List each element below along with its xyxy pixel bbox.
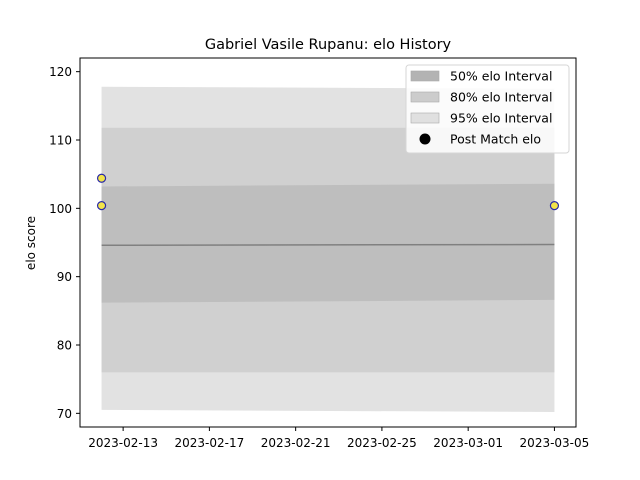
x-tick-label: 2023-02-25 <box>347 436 417 450</box>
plot-frame <box>79 57 577 428</box>
interval-band-2 <box>101 183 555 303</box>
interval-bands <box>101 86 555 412</box>
y-tick-label: 90 <box>57 270 72 284</box>
legend-label: 80% elo Interval <box>450 90 552 105</box>
x-tick-label: 2023-03-05 <box>520 436 590 450</box>
legend-label: 95% elo Interval <box>450 111 552 126</box>
mean-line-layer <box>101 243 555 246</box>
post-match-points <box>96 173 560 211</box>
chart-title: Gabriel Vasile Rupanu: elo History <box>205 37 452 53</box>
x-tick-label: 2023-02-21 <box>261 436 331 450</box>
x-tick-label: 2023-02-13 <box>88 436 158 450</box>
legend-label: 50% elo Interval <box>450 69 552 84</box>
x-tick-label: 2023-02-17 <box>175 436 245 450</box>
legend-box <box>405 64 570 154</box>
mean-elo-line <box>101 243 555 246</box>
y-tick-label: 100 <box>49 202 72 216</box>
y-axis: 70 80 90 100 110 120 <box>49 65 80 421</box>
post-match-point <box>96 173 107 183</box>
legend-swatch <box>410 70 440 82</box>
post-match-point <box>549 201 560 211</box>
legend-swatch <box>410 91 440 103</box>
y-tick-label: 110 <box>49 134 72 148</box>
x-tick-label: 2023-03-01 <box>433 436 503 450</box>
y-tick-label: 70 <box>57 407 72 421</box>
legend-marker <box>419 133 431 145</box>
x-axis: 2023-02-13 2023-02-17 2023-02-21 2023-02-25… <box>88 427 589 450</box>
post-match-point <box>96 201 107 211</box>
y-tick-label: 80 <box>57 339 72 353</box>
legend-swatch <box>410 112 440 124</box>
y-tick-label: 120 <box>49 65 72 79</box>
legend: 50% elo Interval 80% elo Interval 95% elo … <box>405 64 570 154</box>
legend-label: Post Match elo <box>450 132 541 147</box>
y-axis-label: elo score <box>24 216 38 270</box>
